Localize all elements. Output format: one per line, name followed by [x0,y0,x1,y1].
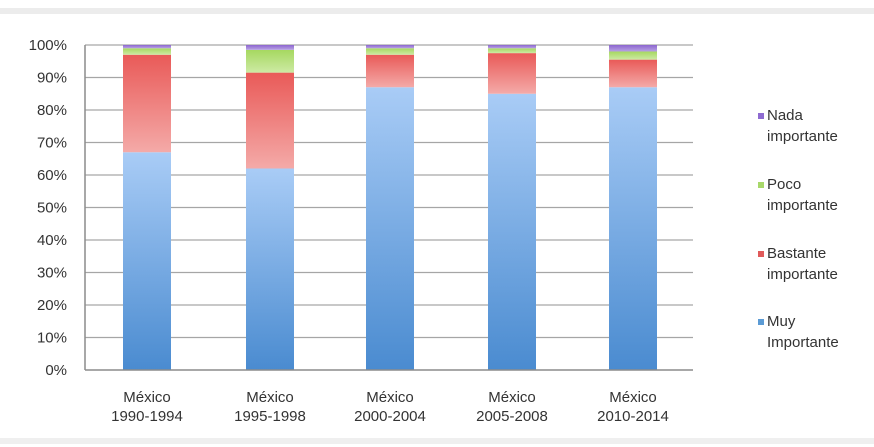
bar-segment [246,168,294,370]
y-tick-label: 80% [37,102,67,119]
bar-segment [246,49,294,73]
bar-segment [366,45,414,49]
y-tick-label: 10% [37,330,67,347]
y-tick-label: 60% [37,167,67,184]
bar-segment [488,48,536,54]
legend-swatch [758,251,764,257]
bar-segment [609,45,657,52]
bar-segment [488,93,536,370]
legend-label: Nada importante [767,107,838,145]
x-tick-label: México 2000-2004 [354,389,426,425]
bar-segment [246,72,294,169]
legend-swatch [758,319,764,325]
legend-label: Poco importante [767,176,838,214]
bar-segment [609,51,657,60]
bar-segment [123,54,171,153]
legend-swatch [758,113,764,119]
bar-segment [366,87,414,370]
y-axis-ticks: 0% 10% 20% 30% 40% 50% 60% 70% 80% 90% 100% [29,37,67,379]
x-tick-label: México 1995-1998 [234,389,306,425]
y-tick-label: 0% [45,362,67,379]
x-tick-label: México 2005-2008 [476,389,548,425]
legend: Nada importante Poco importante Bastante impo… [758,107,839,351]
y-tick-label: 50% [37,200,67,217]
bar-segment [609,59,657,88]
x-axis [84,45,693,371]
bottom-divider [0,438,874,444]
y-tick-label: 70% [37,135,67,152]
y-tick-label: 100% [29,37,67,54]
y-tick-label: 90% [37,70,67,87]
bar-segment [123,45,171,49]
bar-segment [366,54,414,88]
y-tick-label: 30% [37,265,67,282]
y-tick-label: 40% [37,232,67,249]
legend-label: Bastante importante [767,245,838,283]
bar-segment [246,45,294,50]
x-tick-label: México 1990-1994 [111,389,183,425]
bar-segment [488,45,536,49]
bar-segment [366,48,414,55]
legend-label: Muy Importante [767,313,839,351]
bars [123,45,657,370]
x-tick-label: México 2010-2014 [597,389,669,425]
bar-segment [123,152,171,370]
top-divider [0,8,874,14]
bar-segment [488,53,536,94]
legend-swatch [758,182,764,188]
bar-segment [609,87,657,370]
y-tick-label: 20% [37,297,67,314]
bar-segment [123,48,171,55]
x-axis-labels: México 1990-1994 México 1995-1998 México 2000… [111,389,669,425]
